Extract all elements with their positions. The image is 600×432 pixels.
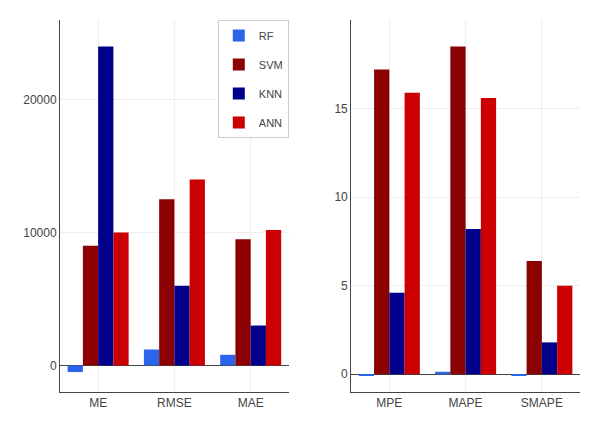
svg-text:RF: RF [259, 30, 274, 42]
svg-text:ANN: ANN [259, 117, 282, 129]
svg-text:ME: ME [89, 396, 107, 410]
svg-text:RMSE: RMSE [157, 396, 192, 410]
svg-text:MPE: MPE [376, 396, 402, 410]
svg-text:SMAPE: SMAPE [521, 396, 563, 410]
svg-text:0: 0 [341, 367, 348, 381]
svg-text:KNN: KNN [259, 88, 282, 100]
svg-text:0: 0 [50, 359, 57, 373]
svg-text:15: 15 [334, 102, 348, 116]
svg-text:10000: 10000 [23, 226, 57, 240]
svg-text:10: 10 [334, 190, 348, 204]
svg-text:SVM: SVM [259, 59, 283, 71]
svg-text:MAPE: MAPE [449, 396, 483, 410]
svg-text:MAE: MAE [238, 396, 264, 410]
svg-text:20000: 20000 [23, 93, 57, 107]
svg-text:5: 5 [341, 279, 348, 293]
